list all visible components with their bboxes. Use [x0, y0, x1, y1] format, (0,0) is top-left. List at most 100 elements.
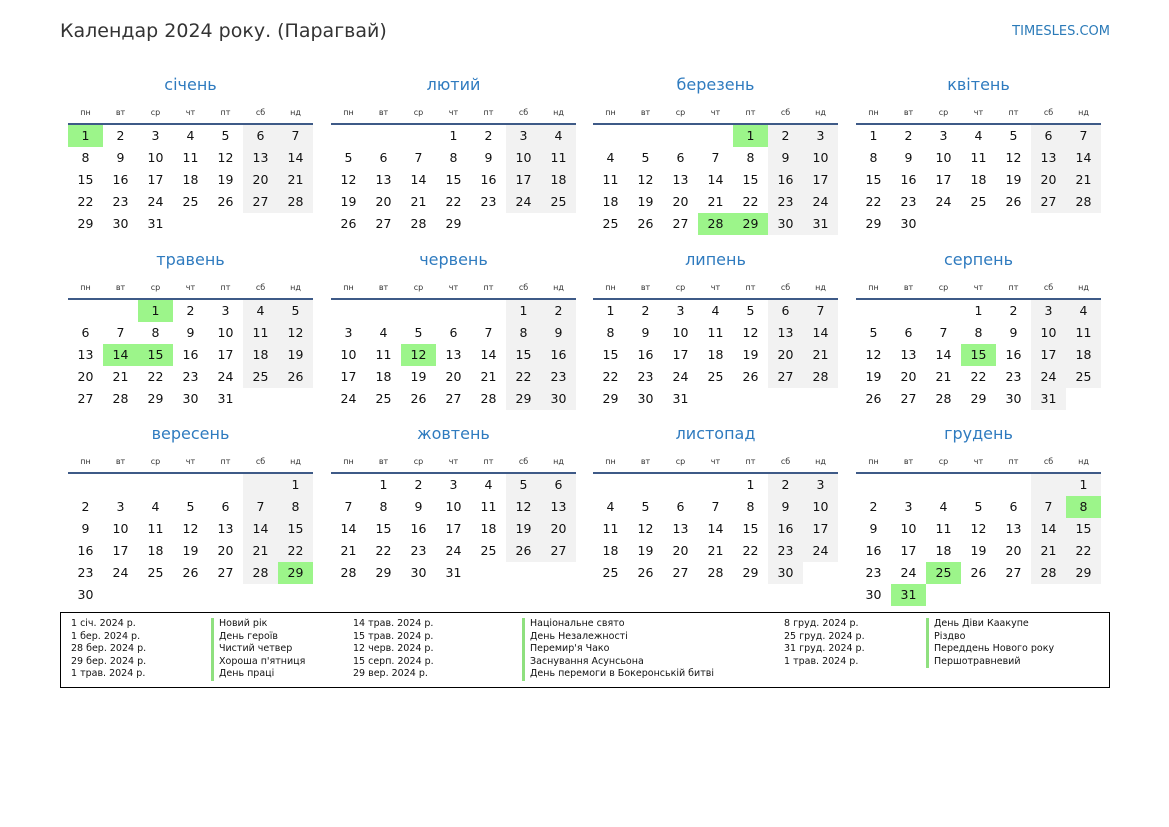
day[interactable]: 18: [970, 172, 987, 187]
day[interactable]: 7: [484, 325, 493, 340]
day[interactable]: 29: [865, 216, 882, 231]
day[interactable]: 5: [414, 325, 423, 340]
day[interactable]: 11: [602, 521, 619, 536]
day[interactable]: 23: [900, 194, 917, 209]
day[interactable]: 28: [480, 391, 497, 406]
day[interactable]: 25: [480, 543, 497, 558]
holiday-day[interactable]: 12: [401, 344, 436, 366]
day[interactable]: 1: [1066, 474, 1101, 496]
day[interactable]: 15: [1066, 518, 1101, 540]
day[interactable]: 18: [602, 194, 619, 209]
day[interactable]: 23: [768, 540, 803, 562]
day[interactable]: 2: [414, 477, 423, 492]
day[interactable]: 14: [278, 147, 313, 169]
day[interactable]: 19: [182, 543, 199, 558]
day[interactable]: 23: [182, 369, 199, 384]
day[interactable]: 6: [81, 325, 90, 340]
day[interactable]: 31: [445, 565, 462, 580]
day[interactable]: 25: [182, 194, 199, 209]
day[interactable]: 14: [480, 347, 497, 362]
day[interactable]: 28: [112, 391, 129, 406]
day[interactable]: 22: [742, 194, 759, 209]
day[interactable]: 18: [182, 172, 199, 187]
day[interactable]: 3: [803, 125, 838, 147]
day[interactable]: 6: [379, 150, 388, 165]
day[interactable]: 23: [768, 191, 803, 213]
day[interactable]: 18: [541, 169, 576, 191]
day[interactable]: 28: [410, 216, 427, 231]
day[interactable]: 12: [278, 322, 313, 344]
day[interactable]: 8: [746, 150, 755, 165]
day[interactable]: 16: [480, 172, 497, 187]
day[interactable]: 14: [707, 172, 724, 187]
day[interactable]: 17: [935, 172, 952, 187]
day[interactable]: 9: [641, 325, 650, 340]
day[interactable]: 21: [803, 344, 838, 366]
day[interactable]: 19: [970, 543, 987, 558]
day[interactable]: 31: [672, 391, 689, 406]
day[interactable]: 12: [182, 521, 199, 536]
day[interactable]: 13: [77, 347, 94, 362]
day[interactable]: 14: [410, 172, 427, 187]
holiday-day[interactable]: 31: [891, 584, 926, 606]
day[interactable]: 24: [445, 543, 462, 558]
day[interactable]: 17: [803, 169, 838, 191]
day[interactable]: 17: [803, 518, 838, 540]
day[interactable]: 10: [217, 325, 234, 340]
day[interactable]: 4: [379, 325, 388, 340]
day[interactable]: 16: [77, 543, 94, 558]
day[interactable]: 4: [243, 300, 278, 322]
day[interactable]: 25: [602, 565, 619, 580]
day[interactable]: 19: [865, 369, 882, 384]
day[interactable]: 23: [865, 565, 882, 580]
day[interactable]: 30: [865, 587, 882, 602]
day[interactable]: 16: [900, 172, 917, 187]
day[interactable]: 21: [707, 194, 724, 209]
day[interactable]: 17: [112, 543, 129, 558]
day[interactable]: 26: [182, 565, 199, 580]
day[interactable]: 7: [1066, 125, 1101, 147]
day[interactable]: 9: [186, 325, 195, 340]
day[interactable]: 4: [186, 128, 195, 143]
day[interactable]: 4: [541, 125, 576, 147]
day[interactable]: 20: [541, 518, 576, 540]
day[interactable]: 13: [375, 172, 392, 187]
day[interactable]: 9: [768, 147, 803, 169]
day[interactable]: 14: [803, 322, 838, 344]
day[interactable]: 26: [637, 216, 654, 231]
day[interactable]: 8: [81, 150, 90, 165]
day[interactable]: 4: [606, 150, 615, 165]
day[interactable]: 10: [1031, 322, 1066, 344]
holiday-day[interactable]: 8: [1066, 496, 1101, 518]
day[interactable]: 7: [803, 300, 838, 322]
holiday-day[interactable]: 29: [278, 562, 313, 584]
day[interactable]: 26: [865, 391, 882, 406]
day[interactable]: 3: [939, 128, 948, 143]
day[interactable]: 22: [445, 194, 462, 209]
day[interactable]: 12: [637, 172, 654, 187]
day[interactable]: 23: [637, 369, 654, 384]
day[interactable]: 16: [541, 344, 576, 366]
day[interactable]: 27: [1005, 565, 1022, 580]
day[interactable]: 8: [151, 325, 160, 340]
day[interactable]: 31: [1031, 388, 1066, 410]
day[interactable]: 25: [243, 366, 278, 388]
day[interactable]: 10: [147, 150, 164, 165]
day[interactable]: 3: [344, 325, 353, 340]
day[interactable]: 27: [1031, 191, 1066, 213]
day[interactable]: 20: [672, 543, 689, 558]
day[interactable]: 31: [803, 213, 838, 235]
day[interactable]: 20: [217, 543, 234, 558]
day[interactable]: 6: [1031, 125, 1066, 147]
day[interactable]: 1: [974, 303, 983, 318]
day[interactable]: 17: [672, 347, 689, 362]
day[interactable]: 8: [278, 496, 313, 518]
day[interactable]: 9: [768, 496, 803, 518]
day[interactable]: 30: [182, 391, 199, 406]
day[interactable]: 13: [672, 521, 689, 536]
day[interactable]: 17: [340, 369, 357, 384]
day[interactable]: 15: [742, 172, 759, 187]
day[interactable]: 13: [1005, 521, 1022, 536]
day[interactable]: 8: [449, 150, 458, 165]
day[interactable]: 26: [340, 216, 357, 231]
